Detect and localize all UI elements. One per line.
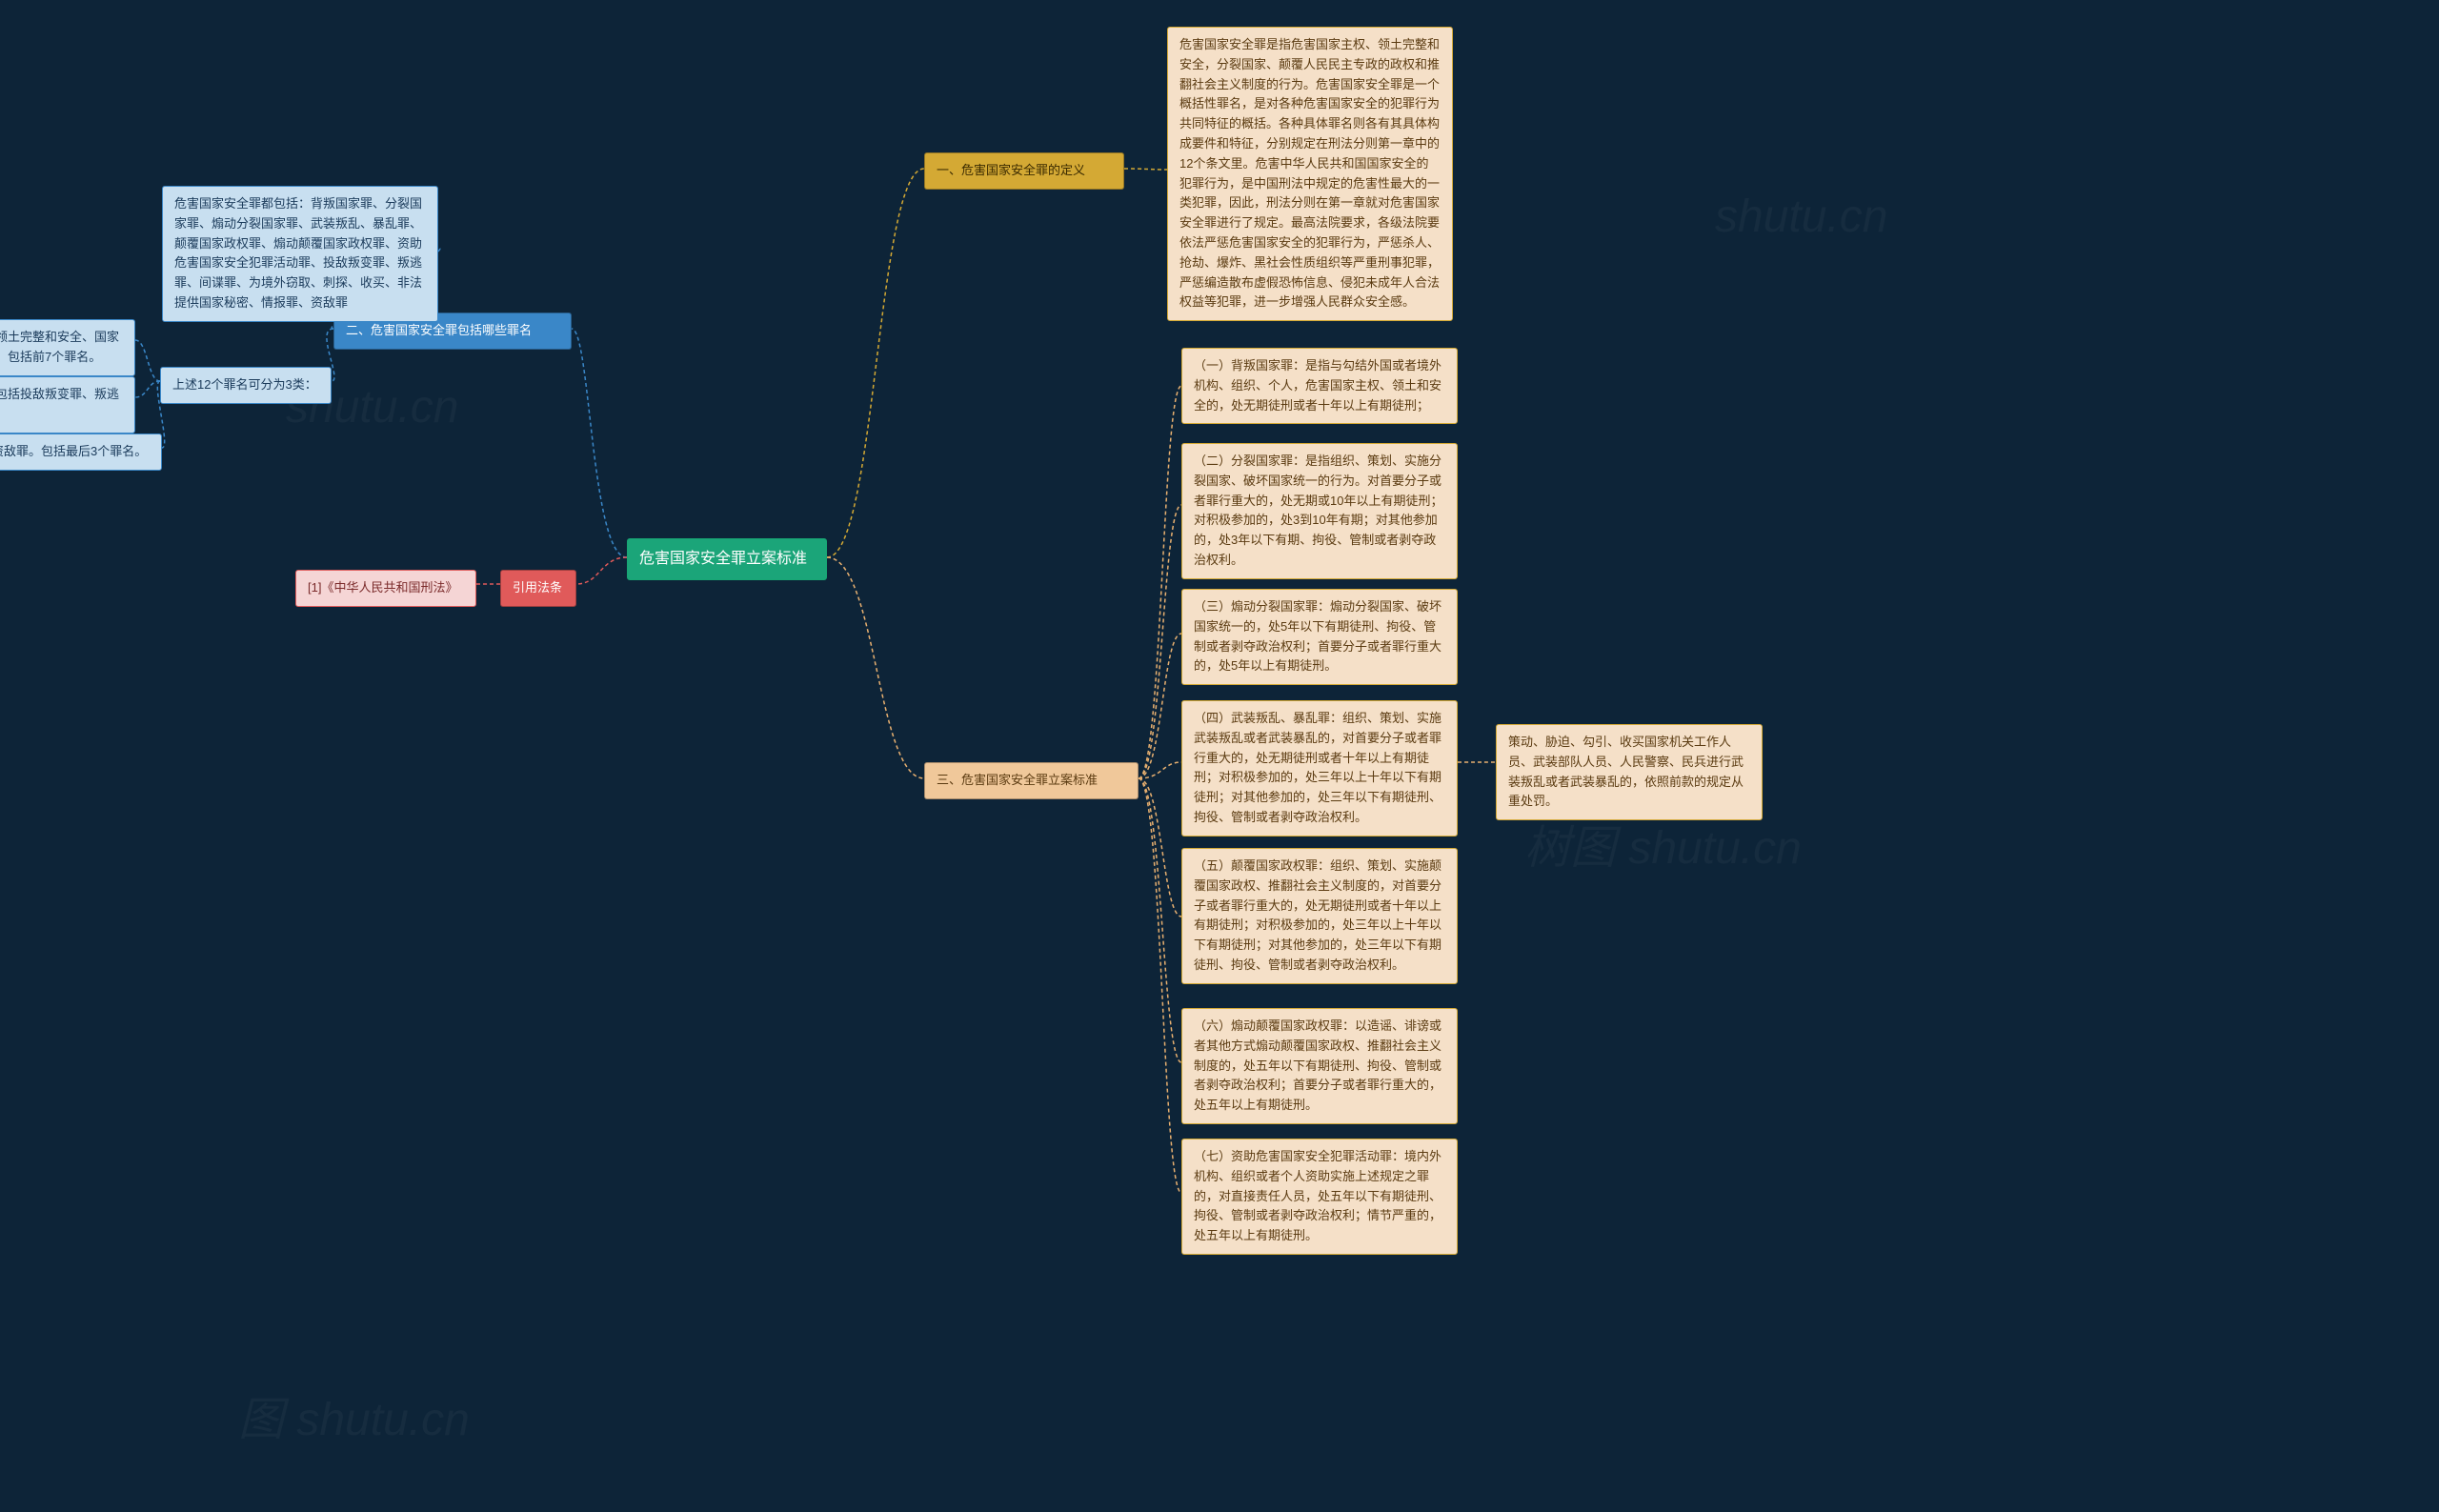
leaf-crime-list: 危害国家安全罪都包括：背叛国家罪、分裂国家罪、煽动分裂国家罪、武装叛乱、暴乱罪、… (162, 186, 438, 322)
branch-legal-reference[interactable]: 引用法条 (500, 570, 576, 607)
leaf-standard-3: （三）煽动分裂国家罪：煽动分裂国家、破坏国家统一的，处5年以下有期徒刑、拘役、管… (1181, 589, 1458, 685)
leaf-definition-detail: 危害国家安全罪是指危害国家主权、领土完整和安全，分裂国家、颠覆人民民主专政的政权… (1167, 27, 1453, 321)
branch-filing-standards[interactable]: 三、危害国家安全罪立案标准 (924, 762, 1139, 799)
leaf-standard-4-sub: 策动、胁迫、勾引、收买国家机关工作人员、武装部队人员、人民警察、民兵进行武装叛乱… (1496, 724, 1763, 820)
branch-definition[interactable]: 一、危害国家安全罪的定义 (924, 152, 1124, 190)
leaf-standard-7: （七）资助危害国家安全犯罪活动罪：境内外机构、组织或者个人资助实施上述规定之罪的… (1181, 1139, 1458, 1255)
leaf-standard-4: （四）武装叛乱、暴乱罪：组织、策划、实施武装叛乱或者武装暴乱的，对首要分子或者罪… (1181, 700, 1458, 837)
leaf-category-3: （三）间谍、资敌罪。包括最后3个罪名。 (0, 433, 162, 471)
leaf-standard-2: （二）分裂国家罪：是指组织、策划、实施分裂国家、破坏国家统一的行为。对首要分子或… (1181, 443, 1458, 579)
watermark: 图 shutu.cn (238, 1381, 470, 1448)
watermark: shutu.cn (1715, 191, 1887, 243)
leaf-category-1: （一）危害国家主权、领土完整和安全、国家政权和社会主义制度罪。包括前7个罪名。 (0, 319, 135, 376)
leaf-categories: 上述12个罪名可分为3类： (160, 367, 332, 404)
root-node[interactable]: 危害国家安全罪立案标准 (627, 538, 827, 580)
leaf-standard-6: （六）煽动颠覆国家政权罪：以造谣、诽谤或者其他方式煽动颠覆国家政权、推翻社会主义… (1181, 1008, 1458, 1124)
leaf-category-2: （二）叛变、叛逃罪。包括投敌叛变罪、叛逃罪2个罪名。 (0, 376, 135, 433)
leaf-legal-citation: [1]《中华人民共和国刑法》 (295, 570, 476, 607)
leaf-standard-1: （一）背叛国家罪：是指与勾结外国或者境外机构、组织、个人，危害国家主权、领土和安… (1181, 348, 1458, 424)
leaf-standard-5: （五）颠覆国家政权罪：组织、策划、实施颠覆国家政权、推翻社会主义制度的，对首要分… (1181, 848, 1458, 984)
